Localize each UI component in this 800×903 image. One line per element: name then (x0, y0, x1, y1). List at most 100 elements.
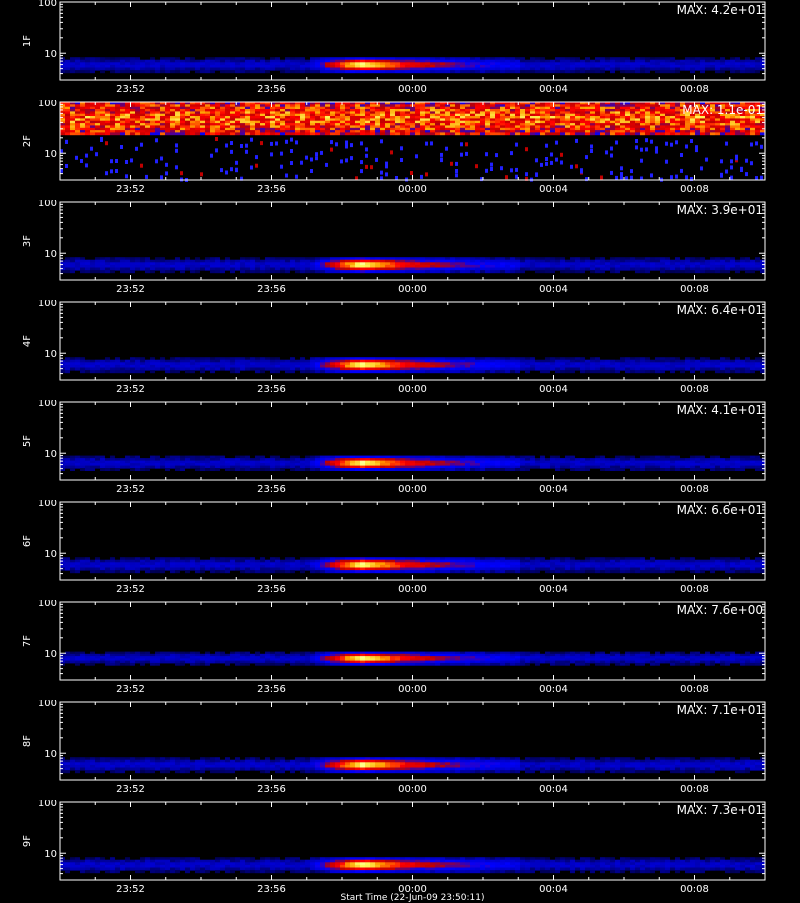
heatmap-cell (675, 104, 680, 107)
heatmap-cell (65, 104, 70, 107)
heatmap-cell (280, 125, 285, 128)
heatmap-cell (690, 125, 695, 128)
x-tick-label: 00:08 (680, 384, 709, 395)
max-label: MAX: 3.9e+01 (677, 203, 763, 217)
heatmap-cell (605, 125, 610, 128)
heatmap-cell (675, 175, 678, 179)
y-tick-label: 100 (38, 100, 57, 109)
heatmap-cell (160, 157, 163, 161)
heatmap-cell (465, 104, 470, 107)
heatmap-cell (400, 109, 405, 112)
heatmap-cell (540, 104, 545, 107)
heatmap-cell (605, 109, 610, 112)
heatmap-cell (500, 116, 505, 119)
heatmap-cell (100, 270, 105, 273)
heatmap-cell (630, 70, 635, 73)
heatmap-cell (600, 370, 605, 373)
heatmap-cell (70, 125, 75, 128)
heatmap-cell (250, 368, 255, 371)
heatmap-cell (285, 140, 288, 144)
heatmap-cell (450, 70, 455, 73)
heatmap-cell (420, 121, 425, 124)
heatmap-cell (290, 109, 295, 112)
heatmap-cell (570, 104, 575, 107)
heatmap-cell (205, 132, 210, 135)
heatmap-cell (390, 121, 395, 124)
heatmap-cell (510, 121, 515, 124)
heatmap-cell (350, 70, 355, 73)
x-tick-label: 23:56 (257, 384, 286, 395)
heatmap-cell (735, 270, 740, 273)
heatmap-cell (65, 140, 68, 144)
heatmap-cell (545, 121, 550, 124)
heatmap-cell (105, 116, 110, 119)
heatmap-cell (155, 368, 160, 371)
heatmap-cell (550, 125, 555, 128)
heatmap-cell (75, 109, 80, 112)
heatmap-cell (205, 125, 210, 128)
heatmap-cell (300, 132, 305, 135)
heatmap-cell (720, 132, 725, 135)
heatmap-cell (395, 121, 400, 124)
heatmap-cell (185, 104, 190, 107)
heatmap-cell (90, 109, 95, 112)
heatmap-cell (310, 121, 315, 124)
heatmap-cell (385, 172, 388, 176)
heatmap-cell (295, 116, 300, 119)
heatmap-cell (235, 370, 240, 373)
heatmap-cell (205, 104, 210, 107)
heatmap-cell (575, 139, 578, 143)
heatmap-cell (90, 370, 95, 373)
heatmap-cell (295, 104, 300, 107)
heatmap-cell (285, 270, 290, 273)
heatmap-cell (110, 370, 115, 373)
heatmap-cell (585, 370, 590, 373)
heatmap-cell (450, 162, 453, 166)
heatmap-cell (535, 109, 540, 112)
heatmap-cell (455, 116, 460, 119)
heatmap-cell (315, 116, 320, 119)
heatmap-cell (615, 121, 620, 124)
heatmap-cell (310, 370, 315, 373)
heatmap-cell (265, 109, 270, 112)
heatmap-cell (330, 70, 335, 73)
heatmap-cell (500, 109, 505, 112)
heatmap-cell (265, 104, 270, 107)
heatmap-cell (475, 164, 478, 168)
heatmap-cell (390, 109, 395, 112)
heatmap-cell (95, 152, 98, 156)
heatmap-cell (440, 132, 445, 135)
heatmap-cell (100, 104, 105, 107)
heatmap-cell (240, 116, 245, 119)
heatmap-cell (75, 132, 80, 135)
heatmap-cell (190, 104, 195, 107)
heatmap-cell (450, 104, 455, 107)
heatmap-cell (270, 68, 275, 71)
heatmap-cell (750, 270, 755, 273)
heatmap-cell (555, 370, 560, 373)
heatmap-cell (85, 116, 90, 119)
heatmap-cell (80, 370, 85, 373)
heatmap-cell (525, 121, 530, 124)
heatmap-cell (175, 125, 180, 128)
heatmap-cell (555, 116, 560, 119)
heatmap-cell (165, 163, 168, 167)
heatmap-cell (665, 109, 670, 112)
heatmap-cell (405, 125, 410, 128)
heatmap-cell (130, 370, 135, 373)
heatmap-cell (690, 121, 695, 124)
heatmap-cell (475, 121, 480, 124)
heatmap-cell (365, 116, 370, 119)
heatmap-cell (760, 270, 765, 273)
heatmap-cell (590, 70, 595, 73)
heatmap-cell (730, 121, 735, 124)
heatmap-cell (495, 370, 500, 373)
heatmap-cell (95, 121, 100, 124)
heatmap-cell (140, 125, 145, 128)
heatmap-cell (120, 70, 125, 73)
heatmap-cell (475, 370, 480, 373)
heatmap-cell (105, 141, 108, 145)
heatmap-cell (470, 370, 475, 373)
heatmap-cell (95, 125, 100, 128)
